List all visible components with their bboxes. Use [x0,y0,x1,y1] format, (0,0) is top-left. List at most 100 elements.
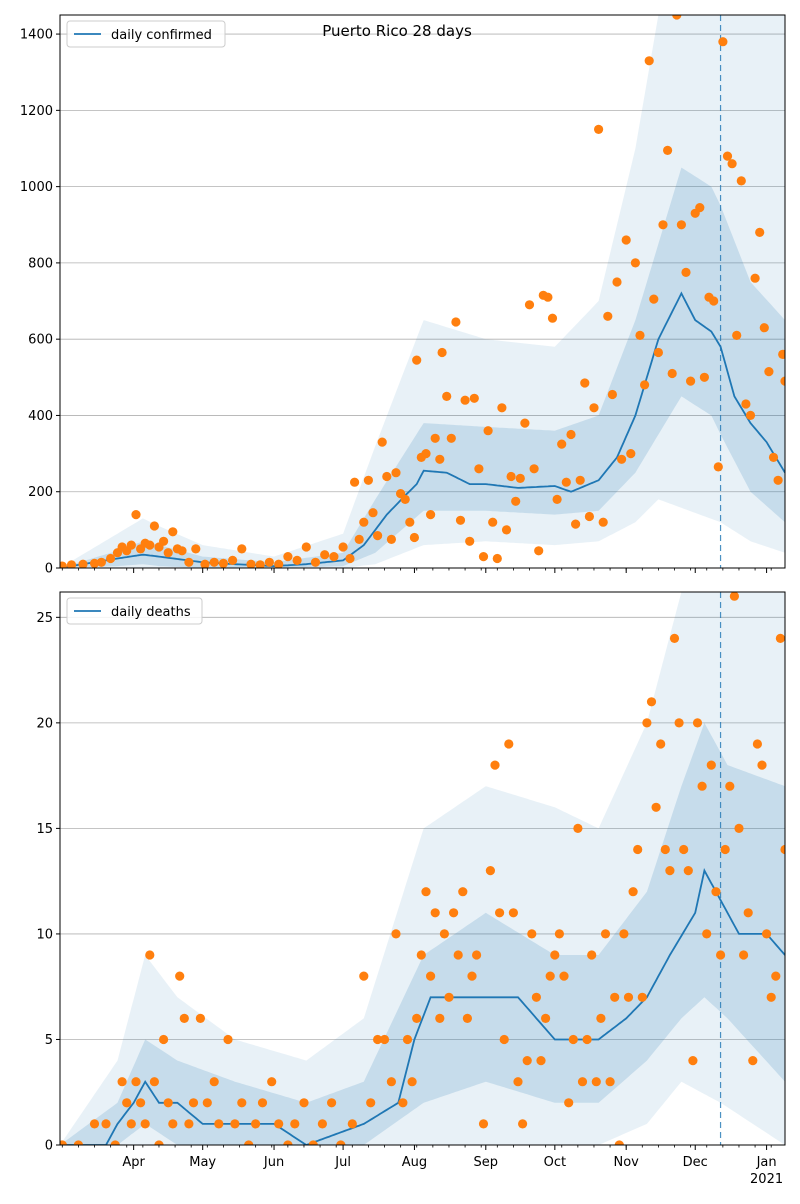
chart-title: Puerto Rico 28 days [322,22,472,40]
data-point [651,802,661,812]
data-point [131,1077,141,1087]
data-point [649,294,659,304]
data-point [363,475,373,485]
data-point [453,950,463,960]
data-point [515,473,525,483]
data-point [511,496,521,506]
data-point [483,426,493,436]
data-point [646,697,657,707]
data-point [495,908,505,918]
data-point [373,531,383,541]
y-tick-label: 25 [36,611,53,626]
y-tick-label: 5 [45,1033,53,1048]
data-point [368,508,378,518]
data-point [400,494,410,504]
y-tick-label: 200 [28,485,53,500]
data-point [184,557,194,567]
data-point [667,368,677,379]
data-point [435,454,445,464]
data-point [716,950,726,960]
data-point [626,449,636,459]
data-point [149,521,159,531]
data-point [195,1013,205,1024]
data-point [430,908,440,918]
data-point [230,1119,240,1129]
data-point [665,866,675,876]
data-point [522,1056,532,1066]
data-point [552,494,562,504]
data-point [469,393,479,403]
data-point [237,544,247,554]
data-point [589,403,599,413]
data-point [117,1077,127,1087]
data-point [329,552,339,562]
legend-box [66,597,203,625]
data-point [409,532,419,543]
data-point [472,950,482,960]
data-point [437,347,447,358]
data-point [465,536,475,546]
data-point [89,558,100,568]
data-point [246,559,256,568]
data-point [184,1119,194,1129]
data-point [656,739,666,749]
data-point [771,971,781,981]
data-point [359,971,369,981]
data-point [550,950,560,960]
data-point [251,1119,261,1129]
data-point [264,557,274,567]
data-point [338,542,348,552]
data-point [709,296,719,306]
x-tick-label: Aug [402,1155,427,1170]
data-point [501,525,512,535]
panel-confirmed: 0 200 400 600 800 1000 1200 1400 daily confirmed [20,14,786,577]
data-point [382,471,392,482]
data-point [695,203,705,213]
data-point [561,477,571,487]
data-point [734,823,744,834]
data-point [283,552,293,562]
data-point [228,555,238,566]
data-point [713,462,723,472]
data-point [402,1034,413,1045]
data-point [274,559,284,568]
data-point [596,1013,606,1024]
data-point [110,1140,120,1145]
data-point [739,950,749,960]
data-point [200,559,210,568]
data-point [267,1077,277,1087]
data-point [354,534,364,545]
data-point [506,471,516,482]
data-point [188,1098,199,1108]
data-point [699,372,710,382]
panel-deaths: 0 5 10 15 20 25 Apr May Jun Jul Aug Sep Oct Nov Dec Jan… [36,591,786,1187]
data-point [499,1034,509,1045]
plot-frame [59,591,786,1146]
y-tick-label: 1000 [20,180,53,195]
y-tick-label: 15 [36,822,53,837]
data-point [748,1056,758,1066]
data-point [600,929,611,939]
data-point [478,1119,489,1129]
y-tick-label: 0 [45,1139,53,1154]
data-point [766,992,776,1002]
data-point [386,1077,396,1087]
data-point [644,56,654,66]
data-point [722,151,733,161]
data-point [168,1119,178,1129]
data-point [584,511,595,522]
data-point [725,781,735,791]
data-point [732,330,742,340]
data-point [218,558,228,568]
data-point [430,433,440,443]
data-point [518,1119,528,1129]
data-point [386,534,396,545]
data-point [145,540,155,550]
data-point [460,395,470,405]
data-point [640,380,650,390]
plot-frame [59,14,786,569]
data-point [292,555,302,566]
data-point [168,527,178,537]
data-point [683,866,693,876]
data-point [531,992,542,1002]
